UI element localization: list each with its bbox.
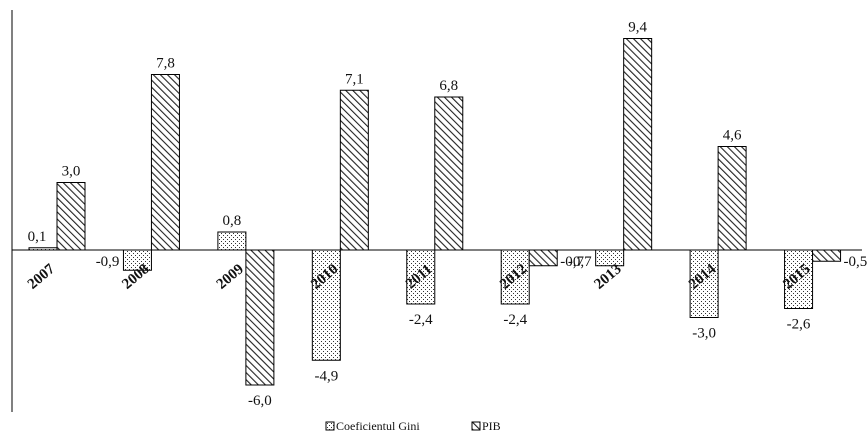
- value-label-pib-2013: 9,4: [628, 20, 647, 36]
- value-label-pib-2015: -0,5: [844, 254, 868, 270]
- x-tick-label-2007: 2007: [25, 261, 59, 293]
- bar-gini-2015: [784, 249, 814, 309]
- bar-pib-2014: [717, 146, 747, 251]
- value-label-gini-2010: -4,9: [314, 368, 338, 384]
- x-tick-label-2009: 2009: [214, 261, 247, 293]
- value-label-gini-2008: -0,9: [96, 254, 120, 270]
- bar-gini-2013: [595, 249, 625, 267]
- legend: Coeficientul Gini PIB: [325, 419, 501, 433]
- value-label-gini-2015: -2,6: [787, 317, 811, 333]
- value-label-pib-2011: 6,8: [439, 78, 458, 94]
- value-label-gini-2009: 0,8: [223, 213, 242, 229]
- value-label-gini-2014: -3,0: [692, 326, 716, 342]
- legend-label-pib: PIB: [482, 419, 501, 433]
- bar-gini-2007: [28, 247, 58, 251]
- bar-pib-2015: [812, 249, 842, 262]
- bar-gini-2014: [689, 249, 719, 318]
- bar-pib-2008: [150, 74, 180, 251]
- bar-gini-2011: [406, 249, 436, 305]
- bar-gini-2009: [217, 231, 247, 251]
- bar-pib-2010: [339, 89, 369, 251]
- legend-label-gini: Coeficientul Gini: [336, 419, 420, 433]
- bar-pib-2013: [623, 38, 653, 251]
- value-label-pib-2010: 7,1: [345, 71, 364, 87]
- bar-pib-2009: [245, 249, 275, 386]
- bar-gini-2012: [500, 249, 530, 305]
- bar-gini-2008: [122, 249, 152, 271]
- bar-pib-2007: [56, 182, 86, 251]
- legend-swatch-pib: [471, 421, 481, 431]
- bar-gini-2010: [311, 249, 341, 361]
- value-label-pib-2007: 3,0: [62, 164, 81, 180]
- value-label-gini-2012: -2,4: [503, 312, 527, 328]
- value-label-pib-2009: -6,0: [248, 393, 272, 409]
- value-label-gini-2013: -0,7: [568, 254, 592, 270]
- value-label-pib-2012: -0,7: [560, 254, 584, 270]
- value-label-pib-2014: 4,6: [723, 128, 742, 144]
- bar-pib-2011: [434, 96, 464, 251]
- value-label-pib-2008: 7,8: [156, 56, 175, 72]
- value-label-gini-2007: 0,1: [28, 229, 47, 245]
- value-label-gini-2011: -2,4: [409, 312, 433, 328]
- bar-pib-2012: [528, 249, 558, 267]
- legend-swatch-gini: [325, 421, 335, 431]
